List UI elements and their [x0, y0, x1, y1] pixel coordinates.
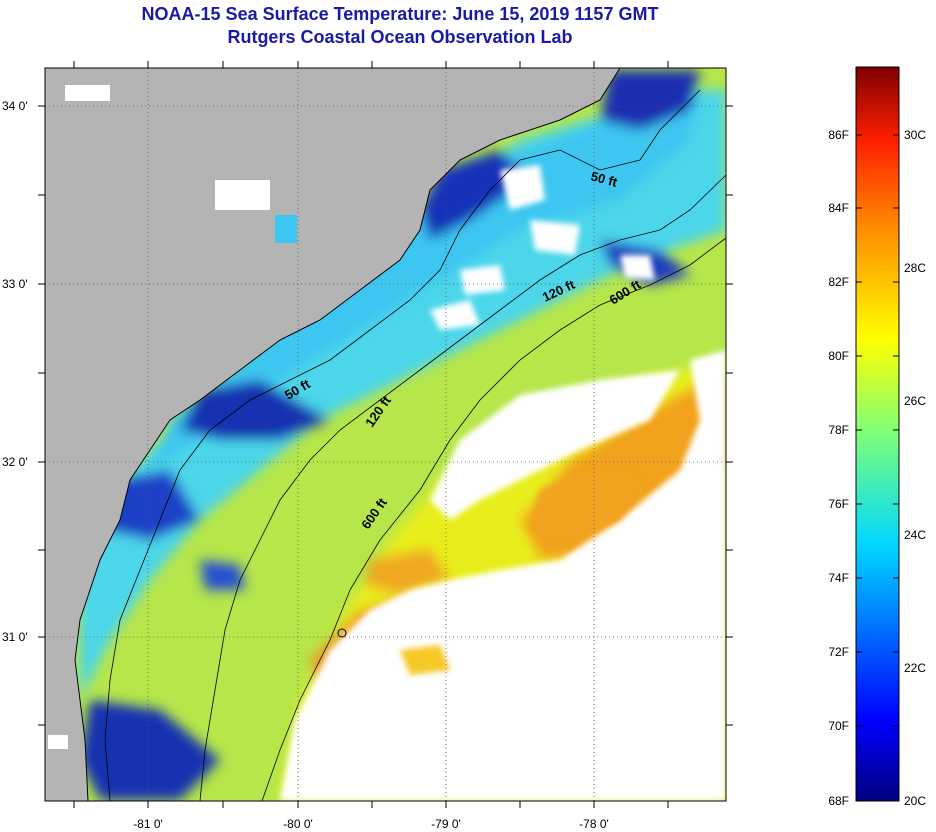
cyan-water-band — [150, 90, 700, 470]
cold-patch — [105, 470, 200, 540]
isobath-120ft — [199, 174, 726, 801]
axis-ticks — [38, 61, 733, 808]
lat-label-33: 33 0' — [2, 277, 28, 291]
lat-lon-grid — [45, 68, 726, 801]
inland-water — [48, 735, 68, 749]
warm-spot — [530, 470, 640, 540]
inland-water — [215, 180, 270, 210]
warm-spot — [400, 645, 450, 675]
land-mass — [45, 68, 620, 801]
inland-water — [275, 215, 297, 243]
map-title: NOAA-15 Sea Surface Temperature: June 15… — [141, 4, 659, 24]
isobath-50ft — [104, 89, 701, 801]
cloud-cover — [430, 300, 480, 330]
cloud-cover — [430, 370, 680, 520]
lon-label-81: -81 0' — [133, 817, 163, 831]
lat-label-34: 34 0' — [2, 99, 28, 113]
buoy-marker[interactable] — [337, 628, 347, 638]
cloud-cover — [530, 220, 580, 255]
cold-patch — [180, 380, 330, 440]
cloud-cover — [280, 350, 726, 801]
cold-patch — [80, 700, 220, 800]
map-frame — [44, 67, 727, 802]
orange-warm-water — [365, 548, 450, 595]
cloud-cover — [460, 265, 505, 295]
isobath-600ft — [261, 237, 726, 801]
map-subtitle: Rutgers Coastal Ocean Observation Lab — [227, 27, 573, 47]
lat-label-32: 32 0' — [2, 455, 28, 469]
cloud-cover — [500, 165, 545, 210]
lon-label-79: -79 0' — [431, 817, 461, 831]
lon-label-80: -80 0' — [283, 817, 313, 831]
lon-label-78: -78 0' — [579, 817, 609, 831]
coastline — [74, 68, 621, 801]
cold-patch — [200, 560, 245, 590]
cloud-cover — [620, 255, 655, 280]
isobath-label-50ft-north: 50 ft — [589, 168, 619, 190]
inland-water — [65, 85, 110, 101]
lat-label-31: 31 0' — [2, 630, 28, 644]
